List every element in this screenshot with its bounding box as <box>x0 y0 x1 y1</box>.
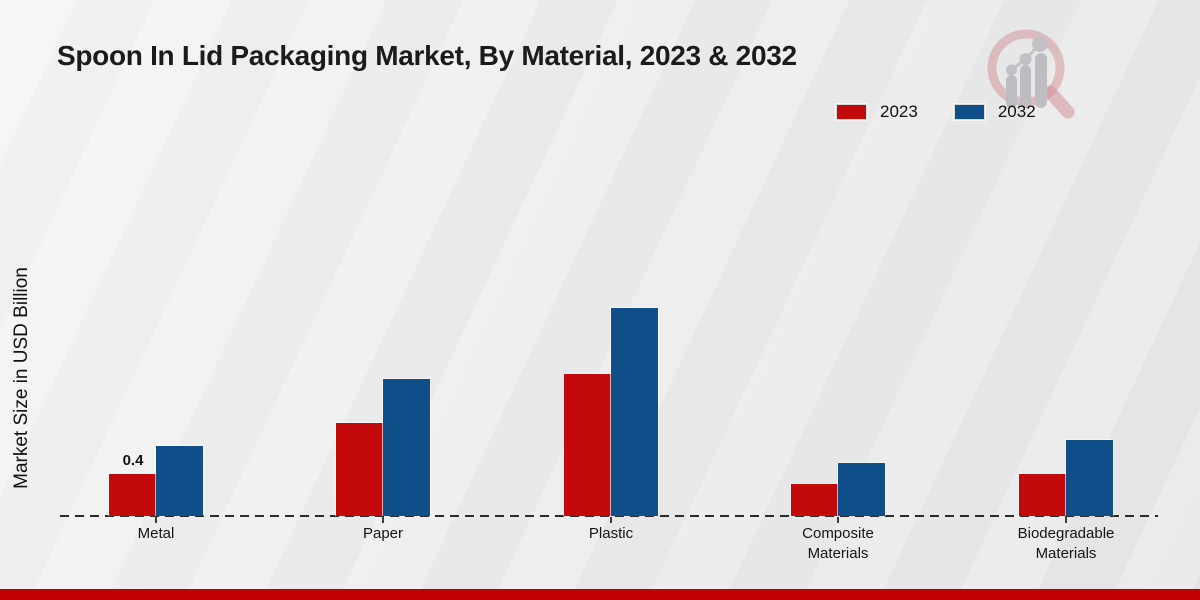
logo-bar-small-icon <box>1006 75 1017 108</box>
footer-accent-bar <box>0 589 1200 600</box>
bar-2023-metal <box>109 474 156 516</box>
x-axis-tick-biodegradable-materials <box>1065 517 1067 523</box>
legend-swatch-2023 <box>836 104 867 120</box>
logo-bar-large-icon <box>1035 53 1047 108</box>
logo-dot-icon <box>1006 64 1017 76</box>
bar-2032-metal <box>156 446 203 516</box>
legend-label-2032: 2032 <box>997 102 1036 121</box>
x-axis-tick-composite-materials <box>837 517 839 523</box>
bar-2023-plastic <box>564 374 611 516</box>
bar-2032-plastic <box>611 308 658 516</box>
x-axis-tick-paper <box>382 517 384 523</box>
bar-2023-composite-materials <box>791 484 838 516</box>
chart-title: Spoon In Lid Packaging Market, By Materi… <box>57 40 797 71</box>
legend-label-2023: 2023 <box>880 102 918 121</box>
market-research-future-logo-watermark <box>987 29 1075 119</box>
bar-2023-biodegradable-materials <box>1019 474 1066 516</box>
x-axis-label-plastic: Plastic <box>588 525 634 542</box>
legend-item-2032: 2032 <box>953 102 1036 122</box>
bar-2032-paper <box>383 379 430 516</box>
x-axis-label-composite-materials: Composite Materials <box>802 525 874 562</box>
bar-2023-paper <box>336 423 383 516</box>
x-axis-tick-plastic <box>610 517 612 523</box>
bar-2032-biodegradable-materials <box>1066 440 1113 516</box>
legend: 2023 2032 <box>836 102 1036 122</box>
x-axis-tick-metal <box>155 517 157 523</box>
magnifier-handle-icon <box>1043 85 1075 119</box>
legend-item-2023: 2023 <box>836 102 918 122</box>
logo-dot-icon <box>1019 53 1032 65</box>
data-label-metal-2023: 0.4 <box>122 452 144 469</box>
x-axis-line <box>60 515 1158 517</box>
logo-bar-medium-icon <box>1020 65 1031 108</box>
x-axis-label-metal: Metal <box>137 525 175 542</box>
x-axis-label-biodegradable-materials: Biodegradable Materials <box>1017 525 1115 562</box>
bar-2032-composite-materials <box>838 463 885 516</box>
logo-dot-icon <box>1032 36 1048 52</box>
x-axis-label-paper: Paper <box>362 525 404 542</box>
legend-swatch-2032 <box>953 104 985 120</box>
